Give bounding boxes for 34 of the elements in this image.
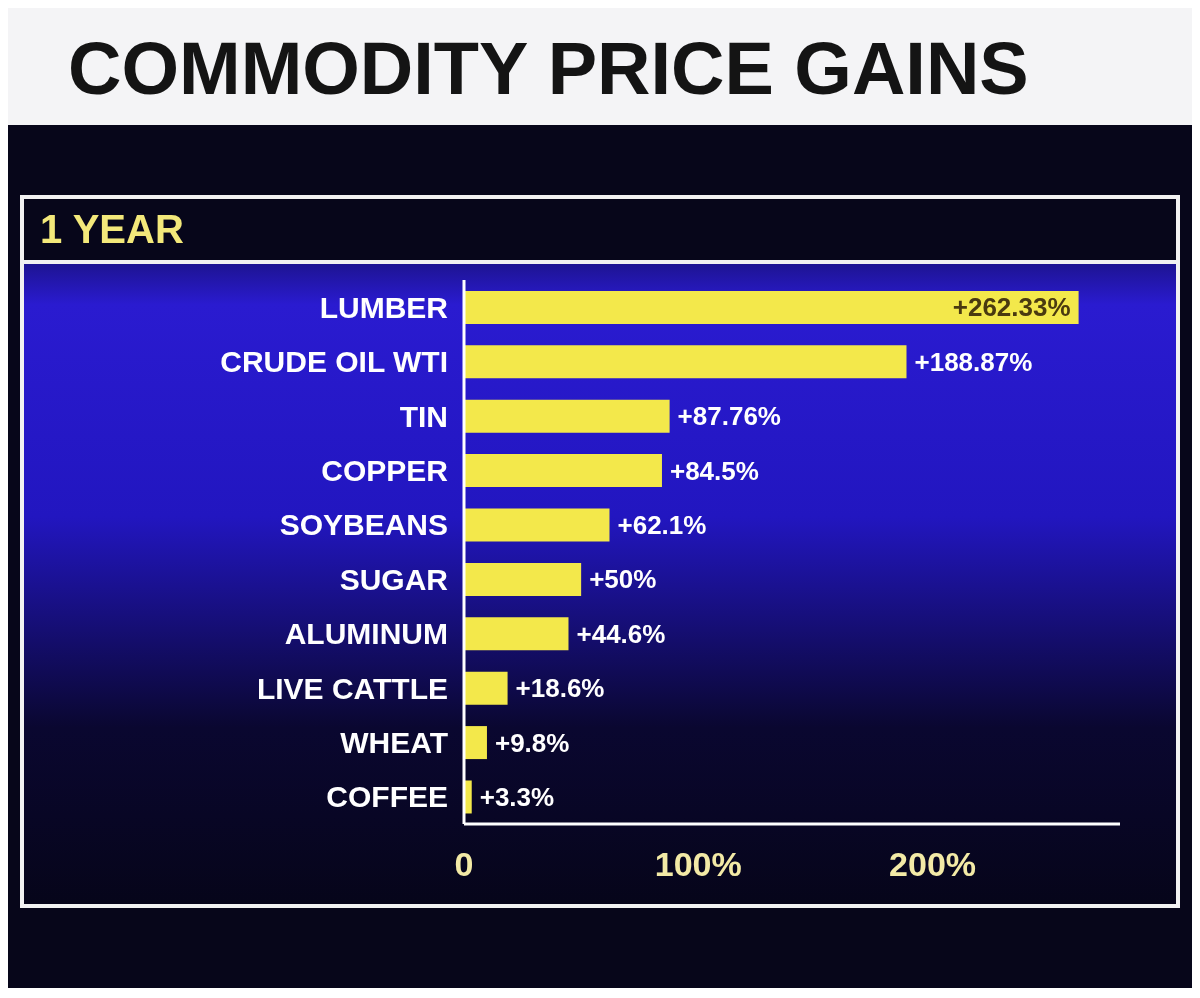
data-label: +84.5% — [669, 455, 759, 486]
y-tick-label: COFFEE — [326, 780, 448, 814]
data-label: +262.33% — [952, 292, 1071, 323]
bar — [464, 726, 487, 760]
data-label: +188.87% — [914, 346, 1033, 377]
y-tick-label: SUGAR — [339, 562, 449, 596]
x-tick-label: 100% — [654, 845, 742, 884]
bar — [464, 671, 508, 705]
y-tick-label: WHEAT — [340, 726, 448, 760]
chart-title: COMMODITY PRICE GAINS — [8, 8, 1192, 125]
x-tick-label: 200% — [889, 845, 977, 884]
data-label: +50% — [589, 564, 657, 595]
y-tick-label: COPPER — [321, 454, 449, 488]
y-tick-label: CRUDE OIL WTI — [220, 345, 448, 379]
bar — [464, 454, 662, 488]
bar — [464, 562, 582, 596]
x-tick-label: 0 — [454, 845, 474, 884]
bar — [464, 399, 670, 433]
data-label: +18.6% — [515, 673, 605, 704]
y-tick-label: ALUMINUM — [284, 617, 448, 651]
data-label: +44.6% — [576, 618, 666, 649]
bar — [464, 617, 569, 651]
bar — [464, 508, 610, 542]
data-label: +3.3% — [479, 781, 555, 812]
data-label: +87.76% — [677, 401, 781, 432]
y-tick-label: LIVE CATTLE — [256, 671, 448, 705]
data-label: +62.1% — [617, 509, 707, 540]
data-label: +9.8% — [494, 727, 570, 758]
y-tick-label: SOYBEANS — [279, 508, 448, 542]
text: 1 YEAR — [24, 199, 1176, 264]
bar — [464, 345, 907, 379]
y-tick-label: LUMBER — [319, 290, 449, 324]
bar — [464, 290, 1079, 324]
y-tick-label: TIN — [399, 399, 448, 433]
